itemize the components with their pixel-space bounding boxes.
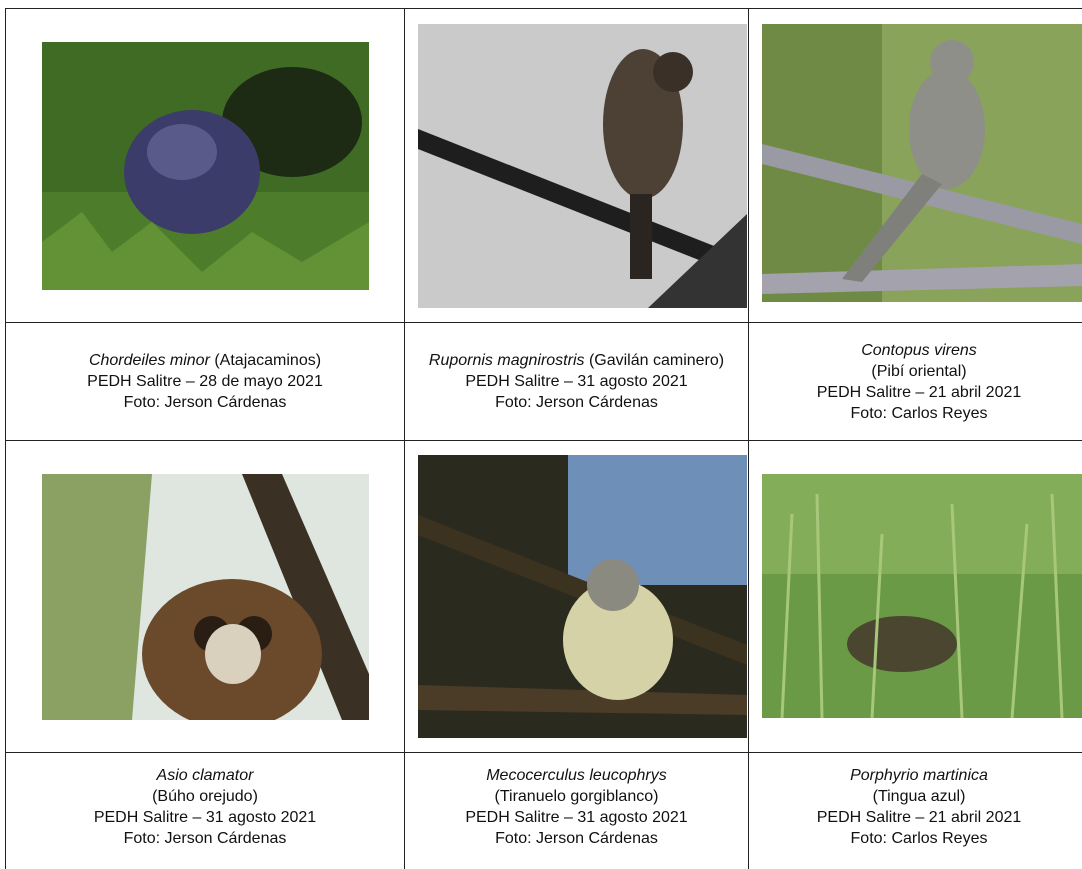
caption: Mecocerculus leucophrys (Tiranuelo gorgib… bbox=[405, 753, 748, 861]
credit: Foto: Jerson Cárdenas bbox=[495, 830, 658, 847]
place-date: PEDH Salitre – 28 de mayo 2021 bbox=[87, 373, 323, 390]
photo bbox=[42, 42, 369, 290]
caption: Chordeiles minor (Atajacaminos) PEDH Sali… bbox=[6, 323, 404, 440]
place-date: PEDH Salitre – 21 abril 2021 bbox=[816, 383, 1022, 401]
photo bbox=[42, 474, 369, 720]
photo bbox=[418, 24, 747, 308]
place-date: PEDH Salitre – 31 agosto 2021 bbox=[465, 373, 688, 390]
photo bbox=[762, 474, 1082, 718]
table-border bbox=[748, 8, 749, 869]
credit: Foto: Carlos Reyes bbox=[850, 404, 988, 422]
credit: Foto: Jerson Cárdenas bbox=[495, 394, 658, 411]
photo bbox=[418, 455, 747, 738]
common-name: (Pibí oriental) bbox=[871, 362, 967, 380]
common-name: (Tingua azul) bbox=[872, 788, 966, 805]
caption: Contopus virens (Pibí oriental) PEDH Salit… bbox=[749, 323, 1082, 440]
place-date: PEDH Salitre – 21 abril 2021 bbox=[816, 809, 1022, 826]
common-name: (Atajacaminos) bbox=[214, 352, 322, 369]
caption: Porphyrio martinica (Tingua azul) PEDH Sal… bbox=[749, 753, 1082, 861]
table-border bbox=[5, 752, 1082, 753]
credit: Foto: Jerson Cárdenas bbox=[123, 394, 287, 411]
table-border bbox=[5, 322, 1082, 323]
species: Chordeiles minor bbox=[88, 352, 210, 369]
photo bbox=[762, 24, 1082, 302]
species: Contopus virens bbox=[861, 341, 977, 359]
common-name: (Búho orejudo) bbox=[152, 788, 258, 805]
table-border bbox=[404, 8, 405, 869]
credit: Foto: Carlos Reyes bbox=[850, 830, 988, 847]
species: Porphyrio martinica bbox=[850, 767, 988, 784]
place-date: PEDH Salitre – 31 agosto 2021 bbox=[465, 809, 688, 826]
table-border bbox=[5, 440, 1082, 441]
table-border bbox=[5, 8, 6, 869]
species: Rupornis magnirostris bbox=[428, 352, 585, 369]
caption: Rupornis magnirostris (Gavilán caminero)… bbox=[405, 323, 748, 440]
common-name: (Tiranuelo gorgiblanco) bbox=[494, 788, 659, 805]
species: Mecocerculus leucophrys bbox=[486, 767, 667, 784]
common-name: (Gavilán caminero) bbox=[588, 352, 725, 369]
caption: Asio clamator (Búho orejudo) PEDH Salitre … bbox=[6, 753, 404, 861]
place-date: PEDH Salitre – 31 agosto 2021 bbox=[93, 809, 317, 826]
table-border bbox=[5, 8, 1082, 9]
credit: Foto: Jerson Cárdenas bbox=[123, 830, 287, 847]
species: Asio clamator bbox=[156, 767, 254, 784]
